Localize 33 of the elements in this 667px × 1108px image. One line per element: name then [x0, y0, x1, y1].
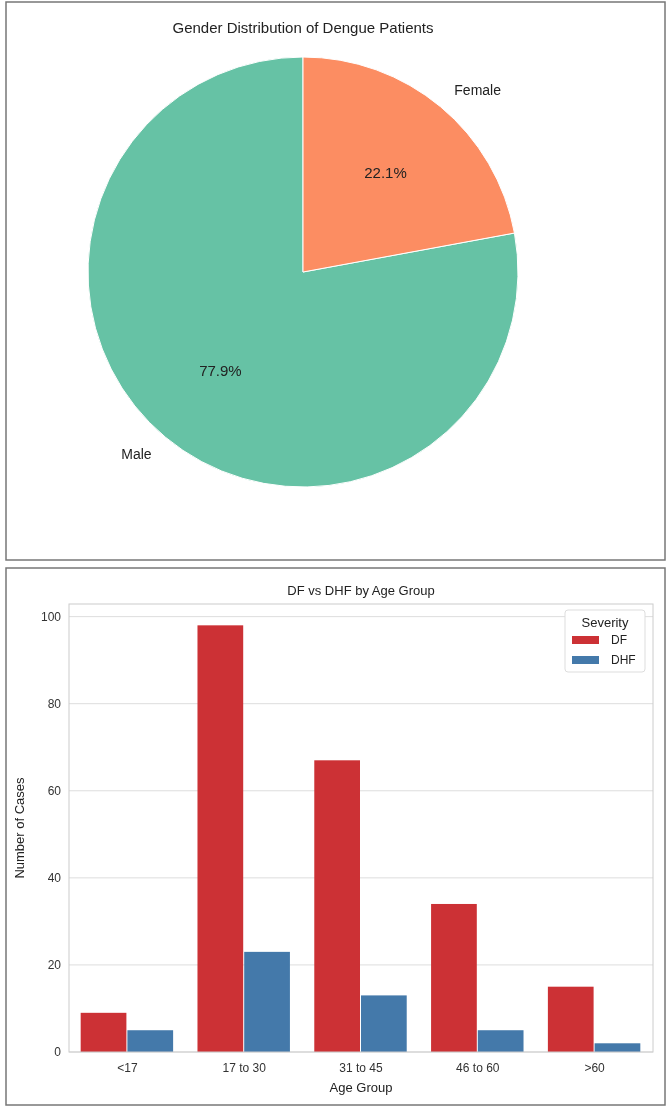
chart-title: Gender Distribution of Dengue Patients: [172, 19, 434, 36]
x-axis-title: Age Group: [329, 1080, 393, 1095]
x-tick-label: <17: [117, 1061, 138, 1075]
y-tick-label: 100: [40, 609, 62, 624]
x-tick-label: 17 to 30: [222, 1061, 267, 1075]
bar: [594, 1043, 641, 1052]
x-tick-label: 31 to 45: [339, 1061, 384, 1075]
data-label: 77.9%: [199, 362, 242, 380]
x-tick-label: 46 to 60: [456, 1061, 500, 1075]
legend-title: Severity: [581, 615, 629, 630]
y-axis-title: Number of Cases: [12, 776, 27, 879]
y-tick-label: 60: [47, 783, 62, 798]
bar: [127, 1030, 174, 1052]
slice-label: Male: [121, 445, 152, 462]
bar: [314, 760, 360, 1052]
bar: [361, 995, 407, 1052]
x-tick-label: >60: [584, 1061, 606, 1075]
y-tick-label: 0: [54, 1045, 62, 1060]
y-tick-label: 20: [47, 958, 62, 973]
bar: [547, 986, 594, 1052]
bar: [431, 903, 477, 1052]
legend-label: DF: [611, 633, 627, 648]
bar: [244, 951, 290, 1052]
data-label: 22.1%: [364, 164, 407, 182]
slice-label: Female: [454, 82, 502, 99]
bar: [80, 1012, 127, 1052]
y-tick-label: 80: [47, 696, 62, 711]
pie-slice: [87, 56, 519, 488]
y-tick-label: 40: [47, 871, 62, 886]
bar: [477, 1030, 524, 1052]
legend-label: DHF: [611, 653, 636, 668]
chart-title: DF vs DHF by Age Group: [287, 583, 435, 598]
bar: [197, 625, 244, 1052]
